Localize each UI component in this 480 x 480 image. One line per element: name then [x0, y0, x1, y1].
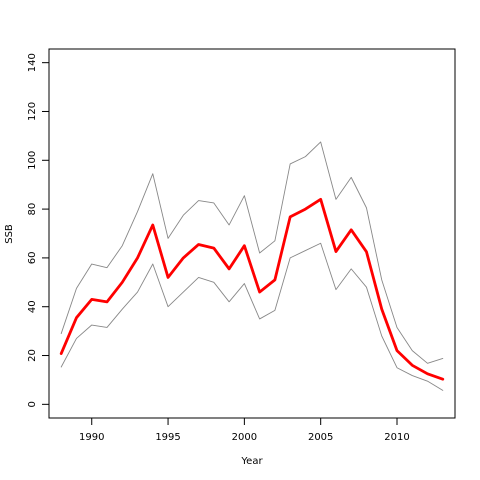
y-tick-label: 0	[27, 401, 38, 407]
x-tick-label: 1990	[79, 432, 104, 443]
ssb-estimate-line	[59, 197, 445, 381]
lower-bound-line	[60, 242, 444, 391]
y-tick-label: 20	[27, 349, 38, 362]
x-tick-label: 1995	[155, 432, 180, 443]
upper-bound-line	[60, 141, 444, 364]
x-tick-label: 2010	[384, 432, 409, 443]
y-tick-label: 60	[27, 252, 38, 265]
x-tick-label: 2005	[308, 432, 333, 443]
y-tick-label: 100	[27, 151, 38, 170]
x-axis: 1990 1995 2000 2005 2010	[79, 417, 410, 443]
y-axis: 0 20 40 60 80 100 120 140	[27, 53, 50, 408]
y-tick-label: 120	[27, 102, 38, 121]
series-lines	[59, 141, 445, 391]
x-axis-label: Year	[240, 456, 263, 467]
y-tick-label: 40	[27, 300, 38, 313]
x-tick-label: 2000	[232, 432, 257, 443]
y-axis-label: SSB	[4, 224, 15, 244]
y-tick-label: 80	[27, 203, 38, 216]
y-tick-label: 140	[27, 53, 38, 72]
